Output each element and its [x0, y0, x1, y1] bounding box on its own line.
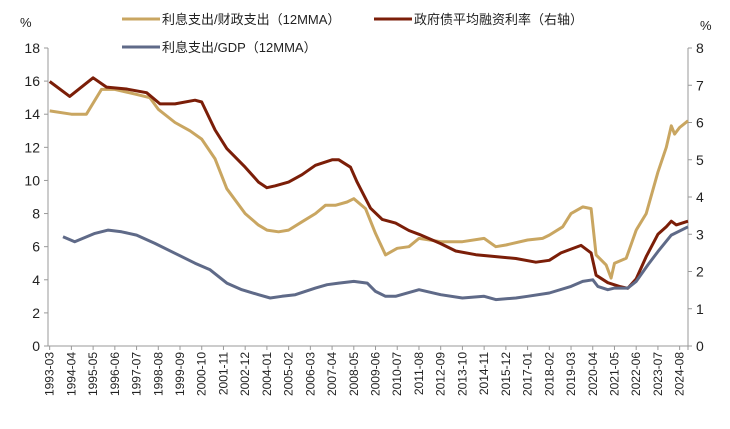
left-tick-label: 8	[32, 206, 40, 222]
x-tick-label: 2019-03	[564, 352, 578, 396]
x-tick-label: 2007-04	[325, 352, 339, 396]
x-tick-label: 1995-05	[86, 352, 100, 396]
left-tick-label: 4	[32, 272, 40, 288]
left-tick-label: 6	[32, 239, 40, 255]
x-tick-label: 1998-08	[151, 352, 165, 396]
x-tick-label: 2000-10	[195, 352, 209, 396]
x-tick-label: 2008-05	[347, 352, 361, 396]
right-axis-unit: %	[700, 18, 712, 33]
right-tick-label: 3	[696, 226, 704, 242]
x-tick-label: 2012-09	[434, 352, 448, 396]
x-tick-label: 1997-07	[130, 352, 144, 396]
right-tick-label: 8	[696, 40, 704, 56]
series-line-1	[48, 76, 689, 290]
x-tick-label: 2020-04	[586, 352, 600, 396]
left-tick-label: 0	[32, 338, 40, 354]
x-tick-label: 2011-08	[412, 352, 426, 395]
x-tick-label: 1993-03	[43, 352, 57, 396]
x-tick-label: 1996-06	[108, 352, 122, 396]
right-tick-label: 0	[696, 338, 704, 354]
x-tick-label: 2010-07	[390, 352, 404, 396]
x-tick-label: 2001-11	[216, 352, 230, 395]
x-tick-label: 2005-02	[282, 352, 296, 396]
series-lines	[48, 76, 689, 302]
right-tick-label: 6	[696, 115, 704, 131]
right-tick-label: 1	[696, 301, 704, 317]
x-tick-label: 2015-12	[499, 352, 513, 396]
left-tick-label: 14	[24, 106, 40, 122]
right-tick-label: 4	[696, 189, 704, 205]
left-tick-label: 2	[32, 305, 40, 321]
left-tick-label: 16	[24, 73, 40, 89]
legend-label-gov-bond-rate: 政府债平均融资利率（右轴）	[414, 12, 583, 27]
x-tick-label: 2006-03	[303, 352, 317, 396]
x-tick-label: 2009-06	[369, 352, 383, 396]
legend: 利息支出/财政支出（12MMA） 政府债平均融资利率（右轴） 利息支出/GDP（…	[122, 12, 583, 55]
x-tick-label: 2023-07	[651, 352, 665, 396]
x-tick-label: 2018-02	[542, 352, 556, 396]
x-tick-label: 2017-01	[521, 352, 535, 396]
x-tick-label: 2002-12	[238, 352, 252, 396]
right-tick-label: 5	[696, 152, 704, 168]
x-tick-label: 2014-11	[477, 352, 491, 395]
legend-label-interest-fiscal: 利息支出/财政支出（12MMA）	[162, 12, 340, 27]
series-line-0	[49, 87, 689, 280]
x-tick-label: 2024-08	[673, 352, 687, 396]
x-tick-label: 2022-06	[629, 352, 643, 396]
right-tick-label: 7	[696, 77, 704, 93]
x-tick-label: 2013-10	[455, 352, 469, 396]
x-tick-label: 2004-01	[260, 352, 274, 396]
x-tick-label: 1999-09	[173, 352, 187, 396]
left-axis-unit: %	[20, 15, 32, 30]
x-tick-label: 2021-05	[607, 352, 621, 396]
left-tick-label: 10	[24, 172, 40, 188]
x-tick-label: 1994-04	[64, 352, 78, 396]
series-line-2	[62, 225, 689, 302]
left-tick-label: 18	[24, 40, 40, 56]
right-tick-label: 2	[696, 264, 704, 280]
legend-label-interest-gdp: 利息支出/GDP（12MMA）	[162, 40, 317, 55]
left-tick-label: 12	[24, 139, 40, 155]
